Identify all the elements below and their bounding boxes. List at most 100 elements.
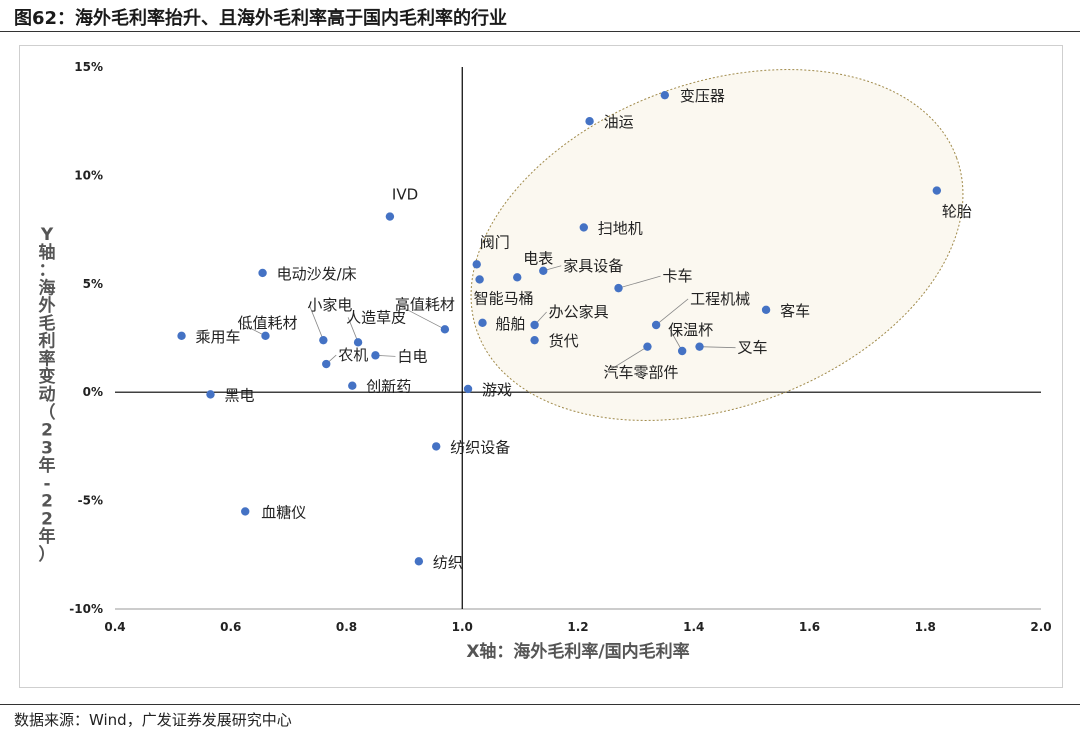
x-tick-label: 1.4 bbox=[683, 620, 704, 634]
data-point bbox=[677, 346, 687, 356]
data-point bbox=[614, 283, 623, 293]
leader-line bbox=[655, 298, 689, 326]
data-point bbox=[932, 186, 942, 195]
chart-frame bbox=[19, 45, 1063, 688]
point-label: 电动沙发/床 bbox=[277, 265, 357, 283]
x-tick-label: 1.2 bbox=[567, 620, 588, 634]
x-axis-label: X轴：海外毛利率/国内毛利率 bbox=[466, 641, 689, 662]
data-point bbox=[322, 359, 331, 369]
point-label: 智能马桶 bbox=[474, 289, 534, 307]
point-label: 创新药 bbox=[366, 378, 411, 396]
title-divider bbox=[0, 31, 1080, 32]
x-tick-label: 0.4 bbox=[104, 620, 125, 634]
point-label: 纺织 bbox=[433, 553, 463, 571]
data-point bbox=[177, 331, 186, 341]
point-label: 白电 bbox=[397, 347, 427, 365]
point-label: 高值耗材 bbox=[395, 295, 455, 313]
x-tick-label: 0.8 bbox=[336, 620, 357, 634]
leader-line bbox=[239, 322, 266, 337]
data-point bbox=[530, 335, 539, 345]
data-point bbox=[585, 117, 594, 126]
point-label: 工程机械 bbox=[690, 290, 750, 308]
data-points bbox=[177, 90, 942, 566]
data-point bbox=[651, 320, 661, 330]
data-point bbox=[579, 223, 588, 232]
data-point bbox=[440, 325, 450, 334]
point-label: 船舶 bbox=[496, 315, 526, 333]
data-point bbox=[660, 90, 670, 100]
x-tick-label: 1.0 bbox=[452, 620, 473, 634]
data-point bbox=[761, 305, 771, 315]
y-tick-label: -10% bbox=[69, 602, 103, 616]
point-label: 阀门 bbox=[480, 233, 510, 251]
data-point bbox=[385, 212, 395, 221]
axes-group bbox=[115, 67, 1041, 610]
x-tick-label: 0.6 bbox=[220, 620, 241, 634]
point-label: 血糖仪 bbox=[261, 503, 306, 521]
point-label: 扫地机 bbox=[598, 219, 643, 237]
y-axis-label: Y 轴：海外毛利率变动（ 2 3 年-2 2 年） bbox=[39, 225, 56, 565]
leader-line bbox=[618, 275, 661, 289]
data-point bbox=[539, 266, 548, 275]
data-point bbox=[463, 384, 473, 394]
data-point bbox=[261, 331, 270, 341]
data-point bbox=[475, 275, 484, 284]
data-point bbox=[319, 335, 328, 345]
y-tick-label: 15% bbox=[74, 60, 103, 74]
data-point bbox=[643, 342, 652, 351]
data-point bbox=[695, 342, 704, 351]
point-label: 人造草皮 bbox=[346, 308, 406, 326]
x-tick-label: 1.8 bbox=[915, 620, 936, 634]
leader-line bbox=[605, 346, 648, 374]
y-tick-label: 0% bbox=[83, 385, 103, 399]
data-point bbox=[414, 557, 424, 566]
highlight-ellipse bbox=[470, 69, 964, 421]
leader-line bbox=[308, 305, 324, 341]
point-label: 游戏 bbox=[482, 381, 512, 399]
data-point bbox=[478, 318, 487, 328]
leader-line bbox=[347, 317, 359, 343]
point-label: 卡车 bbox=[663, 267, 693, 285]
point-label: 汽车零部件 bbox=[603, 364, 678, 382]
point-label: 低值耗材 bbox=[237, 314, 297, 332]
point-label: 变压器 bbox=[680, 87, 725, 105]
data-point bbox=[258, 268, 267, 278]
data-point bbox=[241, 507, 250, 516]
point-label: 保温杯 bbox=[668, 321, 713, 339]
point-label: 小家电 bbox=[307, 296, 352, 314]
source-note: 数据来源：Wind，广发证券发展研究中心 bbox=[14, 711, 292, 729]
point-label: 叉车 bbox=[738, 339, 768, 357]
chart-title: 图62：海外毛利率抬升、且海外毛利率高于国内毛利率的行业 bbox=[14, 8, 508, 29]
point-label: IVD bbox=[392, 186, 418, 204]
point-label: 客车 bbox=[780, 302, 810, 320]
leader-line bbox=[396, 303, 446, 330]
tick-labels: 0.4 0.6 0.8 1.0 1.2 1.4 1.6 1.8 2.0 15% 10% 5% 0% -5%… bbox=[69, 60, 1051, 634]
y-tick-label: 5% bbox=[83, 277, 103, 291]
point-label: 轮胎 bbox=[942, 203, 972, 221]
y-tick-label: 10% bbox=[74, 168, 103, 182]
point-label: 乘用车 bbox=[196, 328, 241, 346]
point-label: 电表 bbox=[523, 249, 553, 267]
point-label: 货代 bbox=[549, 332, 579, 350]
data-point bbox=[530, 320, 539, 330]
data-point bbox=[513, 273, 522, 282]
data-point bbox=[432, 442, 441, 451]
point-label: 纺织设备 bbox=[450, 438, 510, 456]
data-point bbox=[206, 390, 215, 399]
x-tick-label: 1.6 bbox=[799, 620, 820, 634]
footer-divider bbox=[0, 704, 1080, 705]
data-point bbox=[371, 351, 380, 360]
y-tick-label: -5% bbox=[78, 494, 103, 508]
data-point bbox=[353, 338, 363, 347]
point-label: 家具设备 bbox=[563, 257, 623, 275]
x-tick-label: 2.0 bbox=[1030, 620, 1051, 634]
data-point bbox=[348, 381, 357, 390]
leader-line bbox=[699, 346, 736, 349]
data-point bbox=[472, 260, 481, 269]
point-label: 油运 bbox=[604, 113, 634, 131]
point-label: 办公家具 bbox=[549, 303, 609, 321]
point-label: 农机 bbox=[338, 346, 368, 364]
point-label: 黑电 bbox=[224, 386, 254, 404]
